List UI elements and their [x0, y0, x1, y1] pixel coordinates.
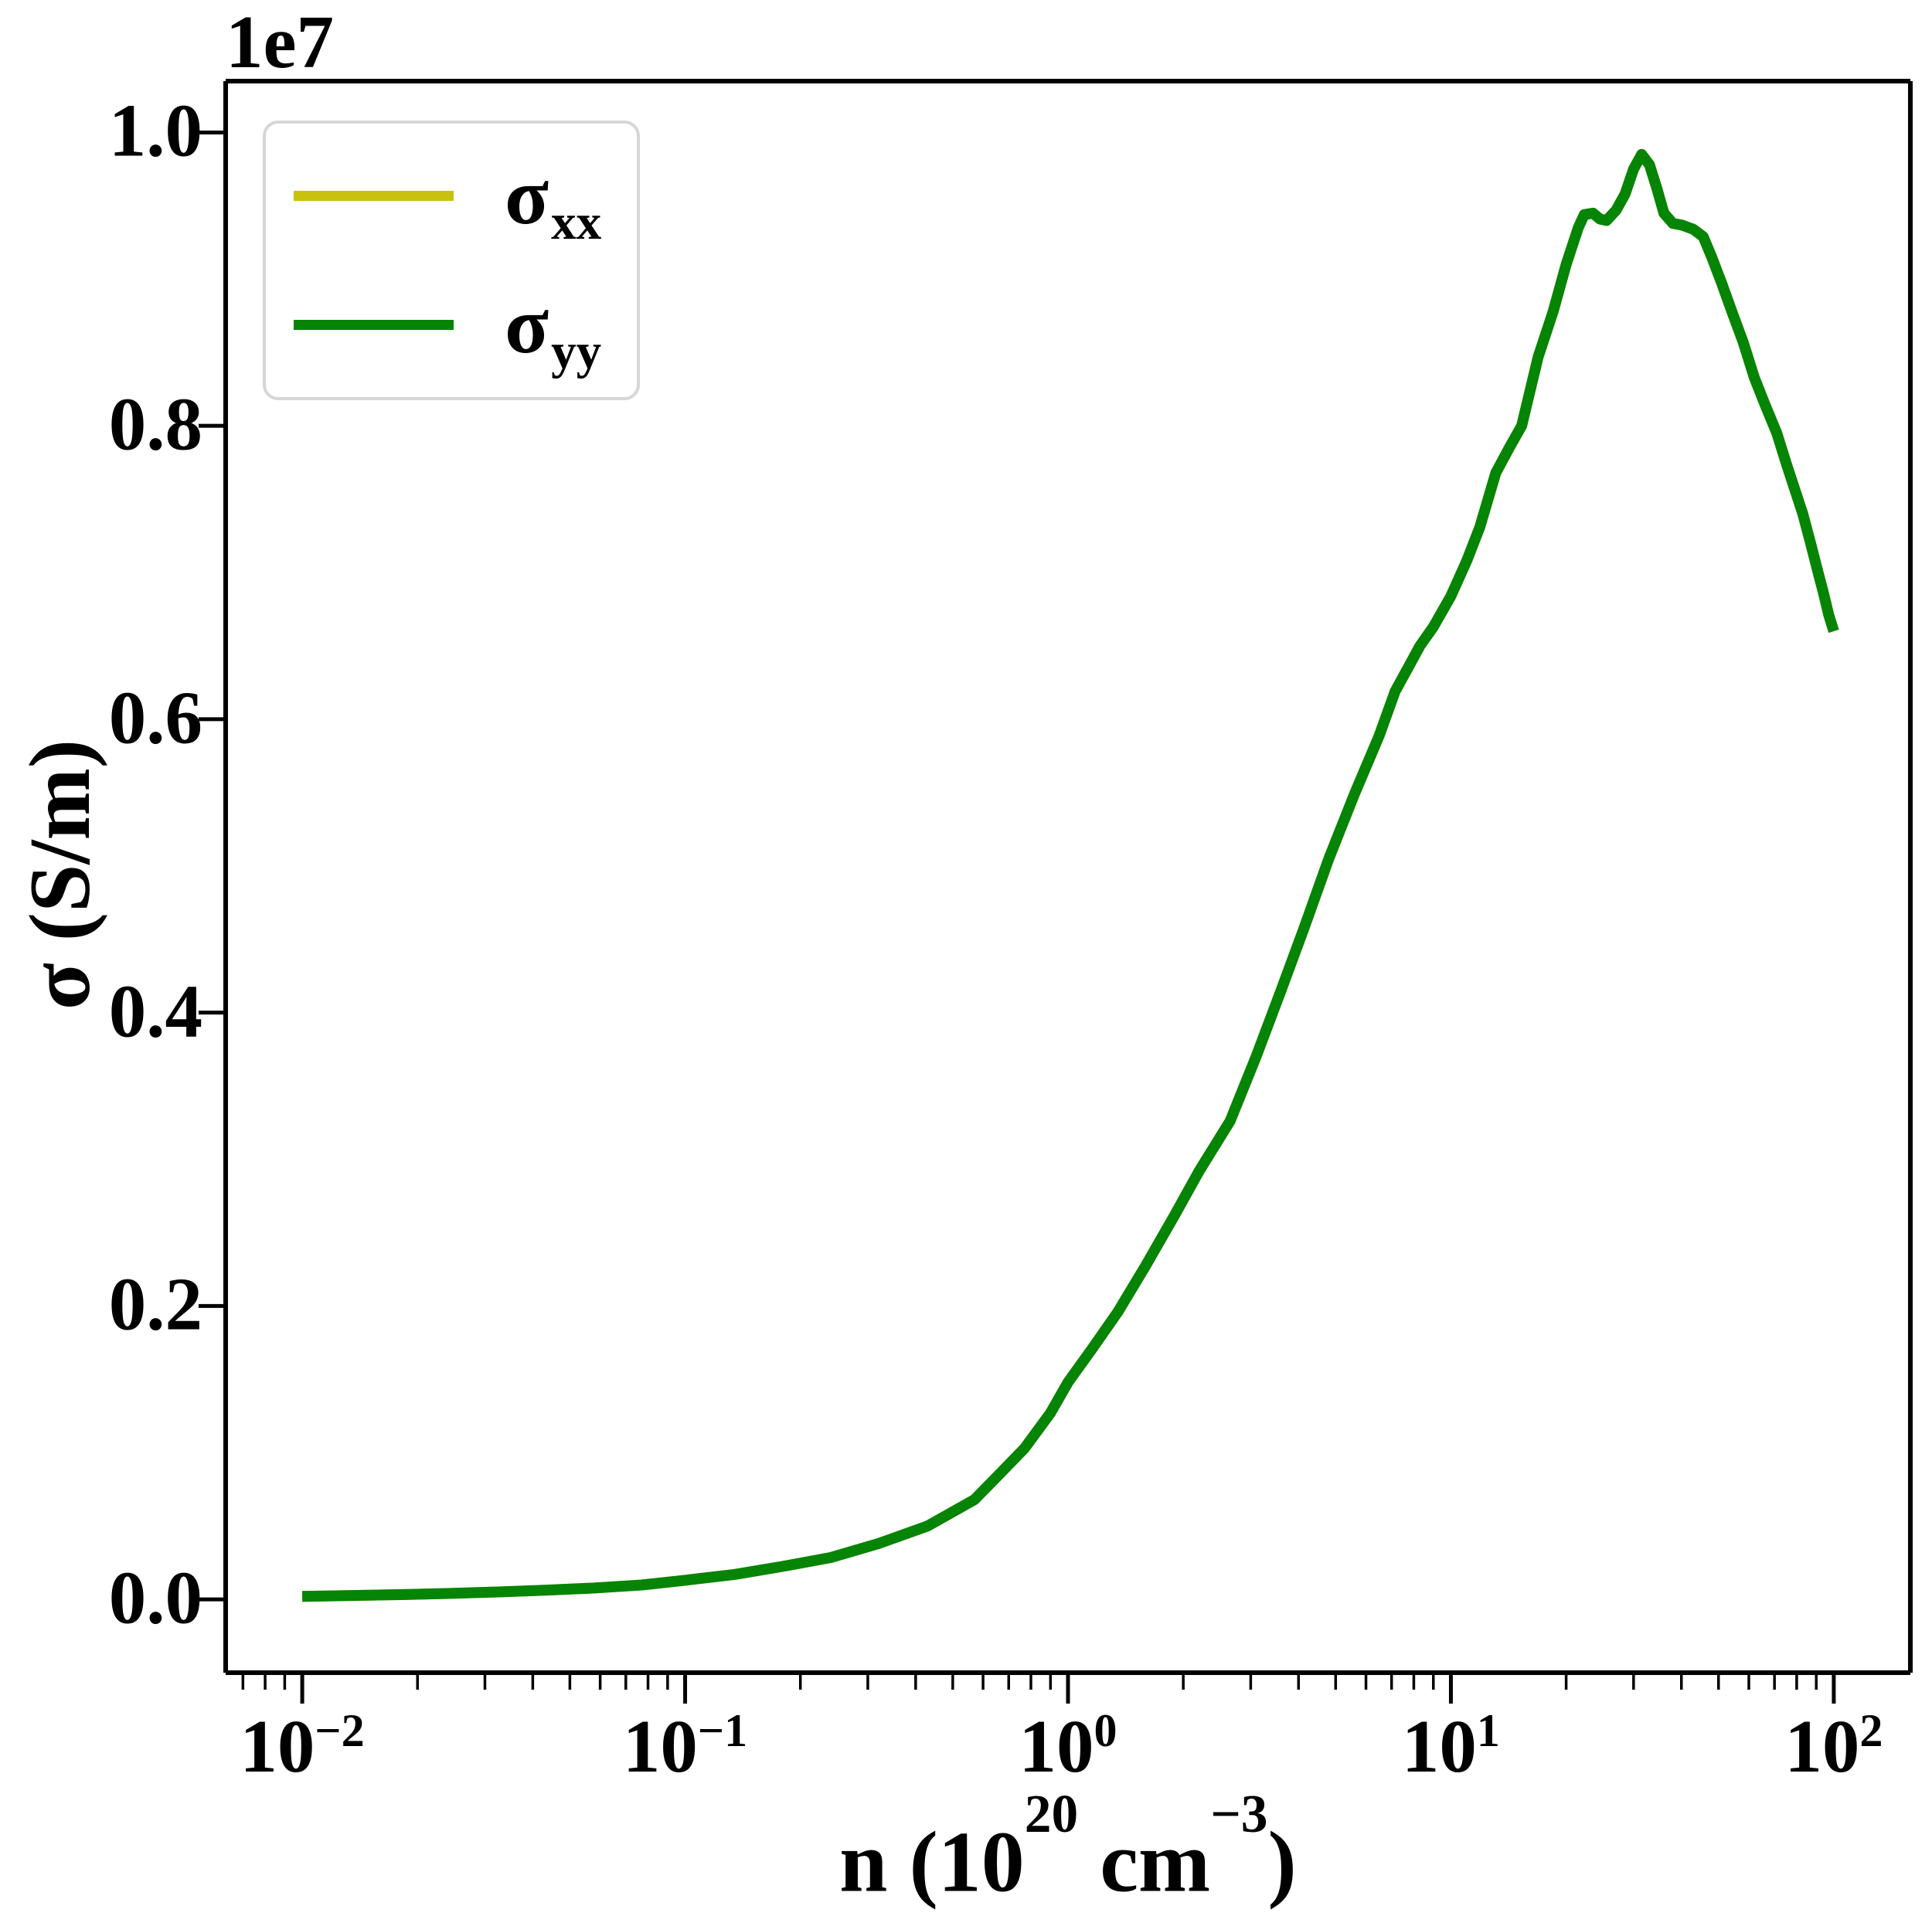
x-tick-label: 102 — [1784, 1707, 1883, 1784]
x-tick-label: 10−2 — [240, 1707, 364, 1784]
x-axis-label: n (1020 cm−3) — [839, 1788, 1297, 1906]
y-tick-label: 0.6 — [108, 676, 202, 759]
curve-sigma-yy — [301, 148, 1839, 1602]
x-tick-label: 101 — [1402, 1707, 1500, 1784]
x-tick-label-base: 10 — [1401, 1705, 1477, 1788]
x-axis-label-sup-20: 20 — [1024, 1784, 1079, 1844]
x-axis-label-sup-minus3: −3 — [1210, 1784, 1268, 1844]
legend-label-subscript: xx — [551, 194, 602, 250]
legend: σxx σyy — [263, 121, 640, 400]
x-tick-label-exponent: −2 — [315, 1704, 365, 1757]
y-axis-label: σ (S/m) — [12, 739, 108, 1010]
y-tick-label: 0.2 — [108, 1262, 202, 1346]
x-tick-label-exponent: 1 — [1476, 1704, 1500, 1757]
x-tick-label-base: 10 — [622, 1705, 698, 1788]
y-tick-label: 0.8 — [108, 382, 202, 466]
y-axis-label-text: σ (S/m) — [12, 739, 108, 1011]
y-tick-label: 0.4 — [108, 970, 202, 1053]
x-axis-label-suffix: ) — [1267, 1814, 1297, 1911]
legend-entry-sigma-yy: σyy — [294, 263, 609, 387]
y-tick-label: 0.0 — [108, 1556, 202, 1639]
x-tick-label: 10−1 — [623, 1707, 747, 1784]
legend-label-base: σ — [505, 151, 549, 241]
x-axis-label-prefix: n (10 — [839, 1814, 1025, 1911]
x-tick-label-exponent: 2 — [1859, 1704, 1883, 1757]
x-tick-label-base: 10 — [1784, 1705, 1860, 1788]
x-tick-label-base: 10 — [240, 1705, 315, 1788]
x-tick-label-exponent: 0 — [1094, 1704, 1117, 1757]
x-tick-label-base: 10 — [1019, 1705, 1094, 1788]
x-tick-label-exponent: −1 — [697, 1704, 748, 1757]
y-tick-label: 1.0 — [108, 89, 202, 172]
x-tick-label: 100 — [1019, 1707, 1117, 1784]
legend-line-sample-sigma-yy — [294, 320, 454, 330]
legend-label-subscript: yy — [551, 323, 602, 379]
legend-entry-sigma-xx: σxx — [294, 134, 609, 258]
legend-label-sigma-xx: σxx — [505, 155, 601, 247]
y-axis-offset-label: 1e7 — [226, 1, 335, 83]
legend-line-sample-sigma-xx — [294, 191, 454, 201]
legend-label-sigma-yy: σyy — [505, 284, 601, 376]
legend-label-base: σ — [505, 280, 549, 370]
x-axis-label-mid: cm — [1078, 1814, 1211, 1911]
